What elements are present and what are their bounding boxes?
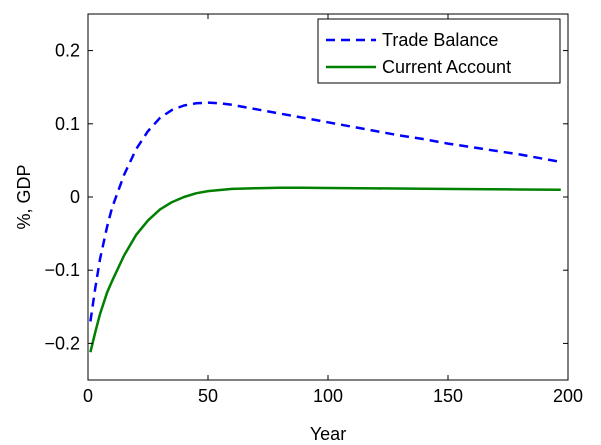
y-tick-label: 0.2 (55, 41, 80, 61)
y-tick-label: −0.2 (44, 333, 80, 353)
legend-entry-label: Current Account (382, 57, 511, 77)
x-axis-label: Year (310, 424, 346, 444)
x-tick-label: 100 (313, 386, 343, 406)
legend: Trade Balance Current Account (317, 18, 561, 84)
series-layer (89, 101, 562, 353)
legend-box (317, 18, 561, 84)
y-axis-label: %, GDP (14, 164, 34, 229)
series-line-current-account (89, 186, 561, 353)
y-tick-label: −0.1 (44, 260, 80, 280)
legend-entry-label: Trade Balance (382, 30, 498, 50)
y-tick-label: 0 (70, 187, 80, 207)
x-tick-label: 150 (433, 386, 463, 406)
x-tick-label: 50 (198, 386, 218, 406)
ticks-layer: 0 50 100 150 200 −0.2 −0.1 0 0.1 0.2 (44, 14, 583, 406)
x-tick-label: 200 (553, 386, 583, 406)
y-tick-label: 0.1 (55, 114, 80, 134)
series-line-trade-balance (89, 101, 562, 322)
x-tick-label: 0 (83, 386, 93, 406)
